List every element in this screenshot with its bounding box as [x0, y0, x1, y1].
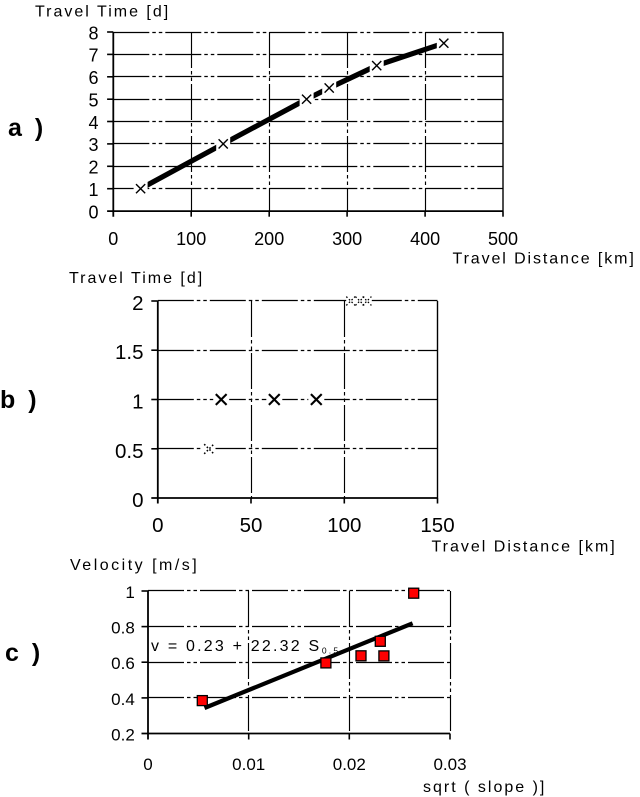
svg-text:500: 500: [488, 229, 518, 249]
svg-text:300: 300: [332, 229, 362, 249]
svg-text:3: 3: [88, 135, 98, 155]
svg-text:0: 0: [152, 514, 163, 537]
svg-text:100: 100: [176, 229, 206, 249]
svg-text:7: 7: [88, 46, 98, 66]
svg-text:0.01: 0.01: [232, 755, 265, 774]
svg-text:1: 1: [132, 391, 143, 414]
svg-text:6: 6: [88, 68, 98, 88]
svg-text:Travel Distance [km]: Travel Distance [km]: [453, 251, 636, 268]
svg-text:0: 0: [132, 489, 143, 512]
svg-text:5: 5: [88, 91, 98, 111]
svg-text:1: 1: [125, 583, 134, 602]
svg-text:0: 0: [108, 229, 118, 249]
svg-text:b ): b ): [0, 386, 40, 414]
svg-text:1: 1: [88, 180, 98, 200]
svg-text:0.4: 0.4: [111, 690, 135, 709]
svg-text:0: 0: [143, 755, 152, 774]
svg-text:100: 100: [327, 514, 361, 537]
svg-text:0.5: 0.5: [115, 440, 144, 463]
svg-text:a ): a ): [8, 114, 46, 142]
svg-text:4: 4: [88, 113, 98, 133]
svg-text:sqrt ( slope )]: sqrt ( slope )]: [423, 779, 546, 796]
svg-text:2: 2: [132, 292, 143, 315]
svg-text:0.8: 0.8: [111, 619, 135, 638]
svg-text:200: 200: [254, 229, 284, 249]
svg-text:0: 0: [88, 202, 98, 222]
svg-text:1.5: 1.5: [115, 341, 144, 364]
svg-text:v = 0.23 + 22.32 S0.5: v = 0.23 + 22.32 S0.5: [151, 638, 340, 656]
svg-text:Travel Distance [km]: Travel Distance [km]: [432, 539, 617, 556]
svg-text:Travel Time [d]: Travel Time [d]: [35, 4, 170, 21]
svg-text:0.03: 0.03: [433, 755, 466, 774]
svg-text:Travel Time [d]: Travel Time [d]: [69, 270, 204, 287]
svg-text:0.2: 0.2: [111, 726, 135, 745]
svg-text:150: 150: [420, 514, 454, 537]
svg-text:8: 8: [88, 23, 98, 43]
svg-text:400: 400: [410, 229, 440, 249]
svg-text:c ): c ): [5, 639, 43, 667]
svg-text:0.02: 0.02: [333, 755, 366, 774]
svg-text:2: 2: [88, 158, 98, 178]
svg-text:0.6: 0.6: [111, 654, 135, 673]
svg-text:50: 50: [240, 514, 263, 537]
svg-text:Velocity [m/s]: Velocity [m/s]: [70, 557, 199, 574]
